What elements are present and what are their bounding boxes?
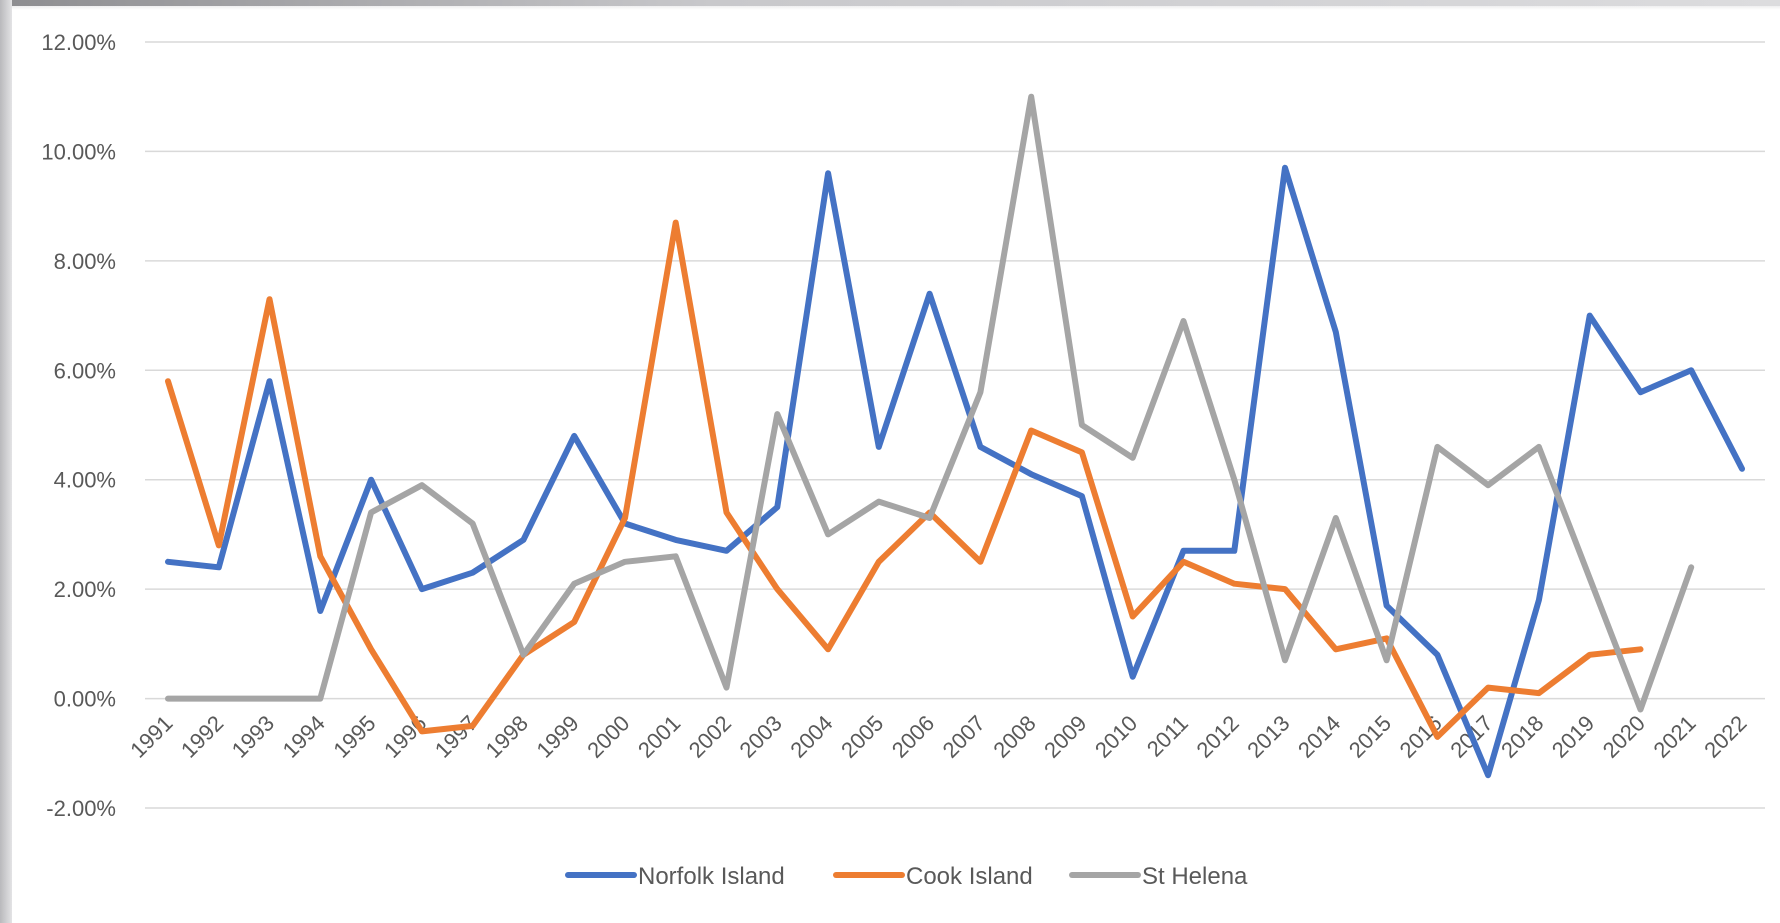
x-tick-label: 1992 xyxy=(176,710,228,762)
legend: Norfolk Island Cook Island St Helena xyxy=(565,863,1248,890)
x-tick-label: 2007 xyxy=(938,710,990,762)
x-tick-label: 2001 xyxy=(633,710,685,762)
x-tick-label: 2005 xyxy=(836,710,888,762)
window-top-edge xyxy=(0,0,1780,6)
legend-label: Cook Island xyxy=(906,863,1033,890)
window-left-edge xyxy=(0,0,12,923)
series-line-cook-island xyxy=(165,219,1644,740)
series-lines xyxy=(165,93,1745,779)
y-tick-label: 2.00% xyxy=(54,577,116,602)
x-tick-label: 2000 xyxy=(582,710,634,762)
x-tick-label: 2019 xyxy=(1547,710,1599,762)
x-tick-label: 2015 xyxy=(1344,710,1396,762)
x-tick-label: 1993 xyxy=(227,710,279,762)
x-tick-label: 1996 xyxy=(379,710,431,762)
x-tick-label: 2014 xyxy=(1293,710,1345,762)
y-tick-label: 8.00% xyxy=(54,249,116,274)
y-tick-label: 6.00% xyxy=(54,358,116,383)
legend-label: St Helena xyxy=(1142,863,1248,890)
y-tick-label: 0.00% xyxy=(54,687,116,712)
x-tick-label: 2009 xyxy=(1039,710,1091,762)
x-tick-label: 2021 xyxy=(1648,710,1700,762)
x-tick-label: 2013 xyxy=(1242,710,1294,762)
x-tick-label: 1994 xyxy=(278,710,330,762)
x-tick-label: 2010 xyxy=(1090,710,1142,762)
x-tick-label: 1999 xyxy=(531,710,583,762)
legend-label: Norfolk Island xyxy=(638,863,785,890)
y-tick-label: 12.00% xyxy=(41,30,116,55)
x-tick-label: 2022 xyxy=(1699,710,1751,762)
x-tick-label: 1991 xyxy=(125,710,177,762)
x-tick-label: 2020 xyxy=(1598,710,1650,762)
x-tick-label: 2004 xyxy=(785,710,837,762)
x-tick-label: 1997 xyxy=(430,710,482,762)
x-tick-label: 1998 xyxy=(481,710,533,762)
gridlines xyxy=(145,41,1765,809)
y-tick-label: 4.00% xyxy=(54,468,116,493)
y-tick-label: -2.00% xyxy=(46,796,116,821)
y-axis-ticks: -2.00% 0.00% 2.00% 4.00% 6.00% 8.00% 10.00% 12.… xyxy=(41,30,116,821)
series-line-st-helena xyxy=(165,93,1695,713)
series-line-norfolk-island xyxy=(165,164,1745,779)
x-tick-label: 2012 xyxy=(1192,710,1244,762)
x-tick-label: 2008 xyxy=(988,710,1040,762)
x-tick-label: 2002 xyxy=(684,710,736,762)
x-tick-label: 2003 xyxy=(735,710,787,762)
x-tick-label: 1995 xyxy=(328,710,380,762)
x-tick-label: 2006 xyxy=(887,710,939,762)
y-tick-label: 10.00% xyxy=(41,139,116,164)
x-tick-label: 2011 xyxy=(1142,710,1193,761)
